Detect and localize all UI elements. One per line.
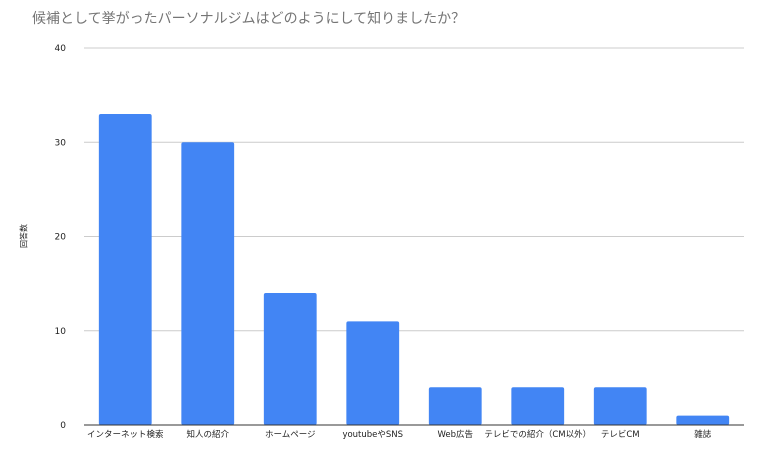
x-tick-label-3: youtubeやSNS — [342, 430, 403, 440]
bar-6 — [593, 387, 647, 425]
y-tick-label-30: 30 — [55, 138, 67, 148]
y-tick-labels: 0 10 20 30 40 — [55, 44, 67, 431]
chart-title: 候補として挙がったパーソナルジムはどのようにして知りましたか？ — [32, 11, 466, 27]
x-tick-label-1: 知人の紹介 — [186, 429, 229, 440]
bar-4 — [428, 387, 482, 425]
bar-1 — [181, 142, 235, 425]
x-tick-labels: インターネット検索 知人の紹介 ホームページ youtubeやSNS Web広告 テレビで… — [87, 429, 712, 440]
y-tick-label-0: 0 — [60, 421, 66, 431]
bar-3 — [346, 321, 400, 425]
x-tick-label-0: インターネット検索 — [87, 429, 164, 440]
y-tick-label-10: 10 — [55, 327, 67, 337]
bar-0 — [98, 113, 152, 425]
x-tick-label-5: テレビでの紹介（CM以外） — [484, 429, 591, 440]
bar-5 — [511, 387, 565, 425]
y-tick-label-40: 40 — [55, 44, 67, 54]
bar-2 — [263, 293, 317, 425]
bar-7 — [676, 415, 730, 425]
x-tick-label-4: Web広告 — [437, 429, 473, 440]
bars — [98, 113, 730, 425]
y-tick-label-20: 20 — [55, 233, 67, 243]
x-tick-label-7: 雑誌 — [694, 429, 712, 440]
x-tick-label-2: ホームページ — [265, 430, 316, 440]
x-tick-label-6: テレビCM — [601, 430, 640, 440]
